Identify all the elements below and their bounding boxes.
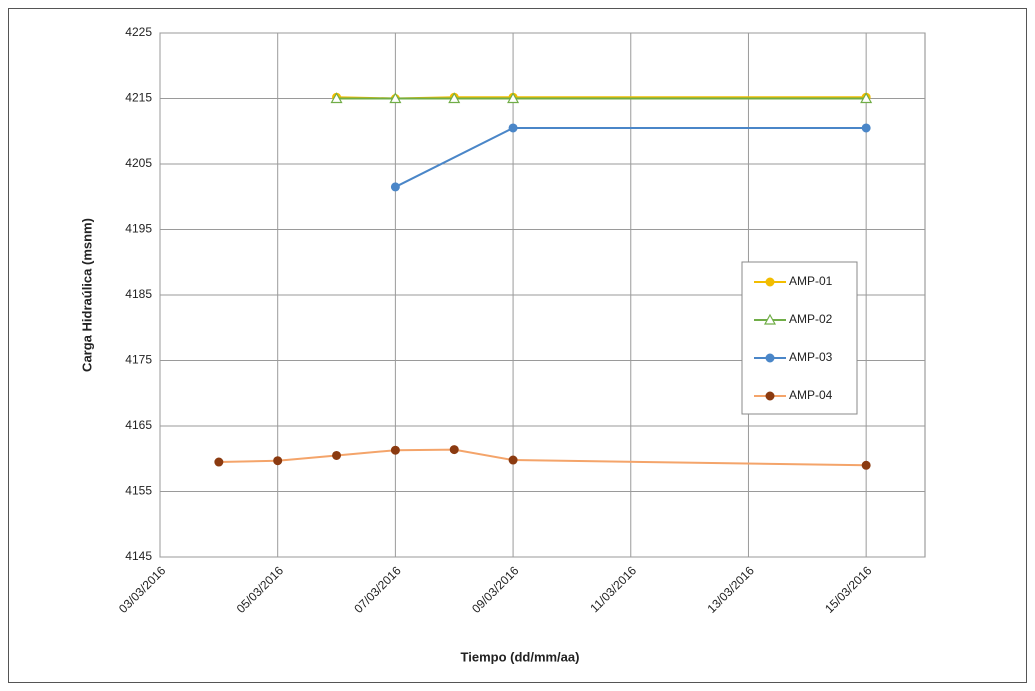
- legend-label: AMP-03: [789, 350, 833, 364]
- marker: [389, 92, 402, 104]
- marker: [507, 92, 520, 104]
- x-tick-label: 05/03/2016: [234, 563, 287, 616]
- marker: [763, 313, 777, 325]
- marker: [860, 92, 873, 104]
- y-tick-label: 4185: [125, 287, 152, 301]
- marker: [332, 450, 342, 460]
- x-tick-label: 15/03/2016: [822, 563, 875, 616]
- marker: [861, 460, 871, 470]
- legend: AMP-01 AMP-02 AMP-03 AMP-04: [741, 261, 858, 415]
- marker: [214, 457, 224, 467]
- marker: [390, 182, 400, 192]
- x-tick-label: 09/03/2016: [469, 563, 522, 616]
- x-tick-label: 11/03/2016: [587, 563, 639, 615]
- marker: [765, 277, 775, 287]
- marker: [861, 123, 871, 133]
- legend-label: AMP-02: [789, 312, 833, 326]
- legend-label: AMP-01: [789, 274, 833, 288]
- y-tick-label: 4195: [125, 222, 152, 236]
- legend-label: AMP-04: [789, 388, 833, 402]
- marker: [765, 391, 775, 401]
- y-tick-label: 4205: [125, 156, 152, 170]
- y-tick-label: 4145: [125, 549, 152, 563]
- y-tick-label: 4165: [125, 418, 152, 432]
- x-axis-label: Tiempo (dd/mm/aa): [461, 649, 580, 664]
- legend-box: [741, 261, 858, 415]
- marker: [390, 445, 400, 455]
- y-tick-label: 4225: [125, 25, 152, 39]
- x-tick-label: 07/03/2016: [351, 563, 404, 616]
- marker: [448, 92, 461, 104]
- x-tick-label: 13/03/2016: [704, 563, 757, 616]
- marker: [508, 455, 518, 465]
- frame: [8, 8, 1027, 683]
- marker: [508, 123, 518, 133]
- marker: [273, 456, 283, 466]
- marker: [765, 353, 775, 363]
- marker: [449, 445, 459, 455]
- x-tick-label: 03/03/2016: [116, 563, 169, 616]
- y-tick-label: 4175: [125, 353, 152, 367]
- y-tick-label: 4155: [125, 484, 152, 498]
- y-tick-label: 4215: [125, 91, 152, 105]
- marker: [330, 92, 343, 104]
- y-axis-label: Carga Hidraúlica (msnm): [79, 218, 94, 372]
